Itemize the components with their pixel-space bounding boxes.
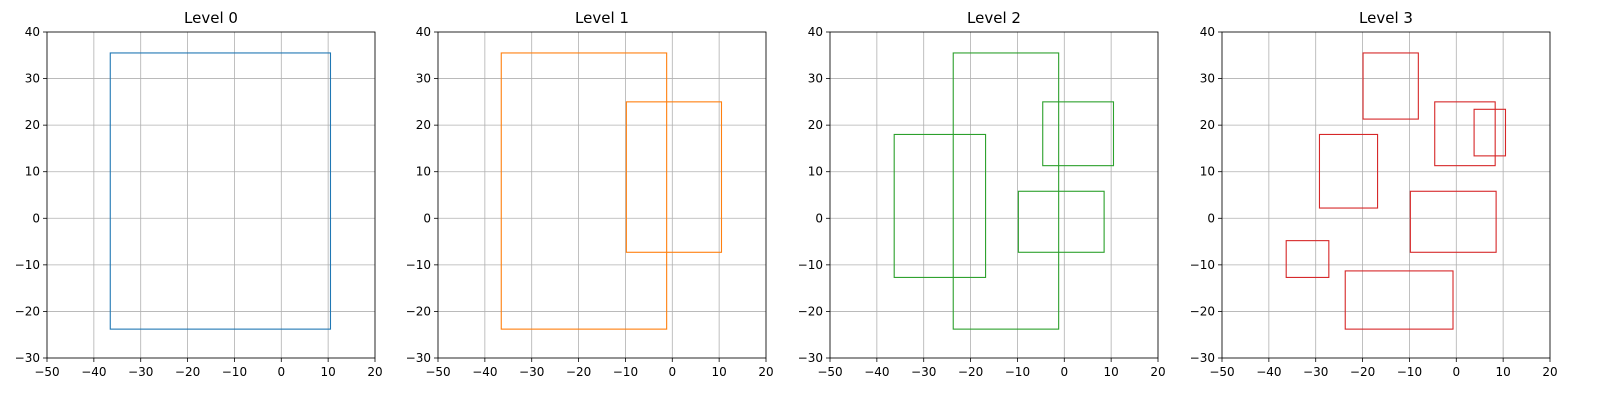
box-rect (500, 52, 668, 330)
x-tick-label: 20 (1542, 365, 1557, 379)
x-tick-label: 0 (277, 365, 285, 379)
y-tick-label: −30 (1190, 351, 1215, 365)
x-tick-label: −50 (1209, 365, 1234, 379)
y-tick-label: 0 (423, 211, 431, 225)
y-tick-label: 20 (416, 118, 431, 132)
y-tick-label: 20 (1200, 118, 1215, 132)
x-tick-label: −30 (1303, 365, 1328, 379)
y-tick-label: 20 (25, 118, 40, 132)
y-tick-label: 10 (416, 165, 431, 179)
box-rect (625, 101, 723, 253)
x-tick-label: −10 (222, 365, 247, 379)
x-tick-label: 0 (668, 365, 676, 379)
x-tick-label: −30 (519, 365, 544, 379)
x-tick-label: −10 (613, 365, 638, 379)
y-tick-label: −20 (798, 304, 823, 318)
x-tick-label: 0 (1452, 365, 1460, 379)
y-tick-label: 30 (25, 72, 40, 86)
x-tick-label: −20 (958, 365, 983, 379)
y-tick-label: 10 (25, 165, 40, 179)
y-tick-label: 40 (25, 25, 40, 39)
y-tick-label: −30 (798, 351, 823, 365)
panel-level-2: Level 2 −50 −40 −30 −20 −10 0 10 20 −30 −20 −10 0 10 2… (798, 9, 1166, 379)
y-tick-label: 40 (1200, 25, 1215, 39)
axes-frame (46, 31, 376, 359)
y-tick-label: −10 (406, 258, 431, 272)
box-rect (1344, 270, 1454, 330)
x-tick-label: −40 (1256, 365, 1281, 379)
axes-frame (1221, 31, 1551, 359)
x-tick-label: −50 (817, 365, 842, 379)
box-rect (1362, 52, 1419, 120)
box-rect (1042, 101, 1115, 167)
panel-level-0: Level 0 −50 −40 −30 −20 −10 0 10 20 −30 −20 −10 0 10 2… (15, 9, 383, 379)
box-rect (893, 133, 987, 278)
box-rect (1409, 190, 1497, 253)
y-tick-label: 30 (416, 72, 431, 86)
y-tick-label: 20 (808, 118, 823, 132)
y-tick-label: 40 (416, 25, 431, 39)
y-tick-label: 0 (1207, 211, 1215, 225)
panel-title: Level 0 (184, 9, 238, 27)
box-rect (1434, 101, 1496, 167)
panel-level-3: Level 3 −50 −40 −30 −20 −10 0 10 20 −30 −20 −10 0 10 2… (1190, 9, 1558, 379)
y-tick-label: −30 (15, 351, 40, 365)
x-tick-label: 10 (1104, 365, 1119, 379)
y-tick-label: 30 (808, 72, 823, 86)
y-tick-label: 10 (808, 165, 823, 179)
y-tick-label: −10 (1190, 258, 1215, 272)
box-rect (1017, 190, 1105, 253)
x-tick-label: −30 (128, 365, 153, 379)
x-tick-label: 20 (758, 365, 773, 379)
y-tick-label: 40 (808, 25, 823, 39)
x-tick-label: 10 (712, 365, 727, 379)
y-tick-label: −20 (15, 304, 40, 318)
box-rect (109, 52, 332, 330)
y-tick-label: −20 (1190, 304, 1215, 318)
x-tick-label: 20 (1150, 365, 1165, 379)
axes-frame (437, 31, 767, 359)
x-tick-label: 10 (1496, 365, 1511, 379)
panel-title: Level 1 (575, 9, 629, 27)
y-tick-label: 30 (1200, 72, 1215, 86)
y-tick-label: −30 (406, 351, 431, 365)
x-tick-label: −20 (566, 365, 591, 379)
x-tick-label: −10 (1397, 365, 1422, 379)
x-tick-label: −40 (864, 365, 889, 379)
x-tick-label: −40 (81, 365, 106, 379)
panel-title: Level 3 (1359, 9, 1413, 27)
y-tick-label: 0 (32, 211, 40, 225)
x-tick-label: −50 (34, 365, 59, 379)
panel-level-1: Level 1 −50 −40 −30 −20 −10 0 10 20 −30 −20 −10 0 10 2… (406, 9, 774, 379)
y-tick-label: −20 (406, 304, 431, 318)
axes-frame (829, 31, 1159, 359)
y-tick-label: −10 (798, 258, 823, 272)
x-tick-label: −50 (425, 365, 450, 379)
x-tick-label: −10 (1005, 365, 1030, 379)
y-tick-label: 10 (1200, 165, 1215, 179)
y-tick-label: 0 (815, 211, 823, 225)
x-tick-label: 10 (321, 365, 336, 379)
box-rect (1318, 133, 1379, 209)
box-rect (1473, 108, 1507, 157)
x-tick-label: −20 (1350, 365, 1375, 379)
x-tick-label: 20 (367, 365, 382, 379)
box-rect (1285, 240, 1330, 278)
y-tick-label: −10 (15, 258, 40, 272)
x-tick-label: −40 (472, 365, 497, 379)
x-tick-label: 0 (1060, 365, 1068, 379)
x-tick-label: −20 (175, 365, 200, 379)
x-tick-label: −30 (911, 365, 936, 379)
panel-title: Level 2 (967, 9, 1021, 27)
